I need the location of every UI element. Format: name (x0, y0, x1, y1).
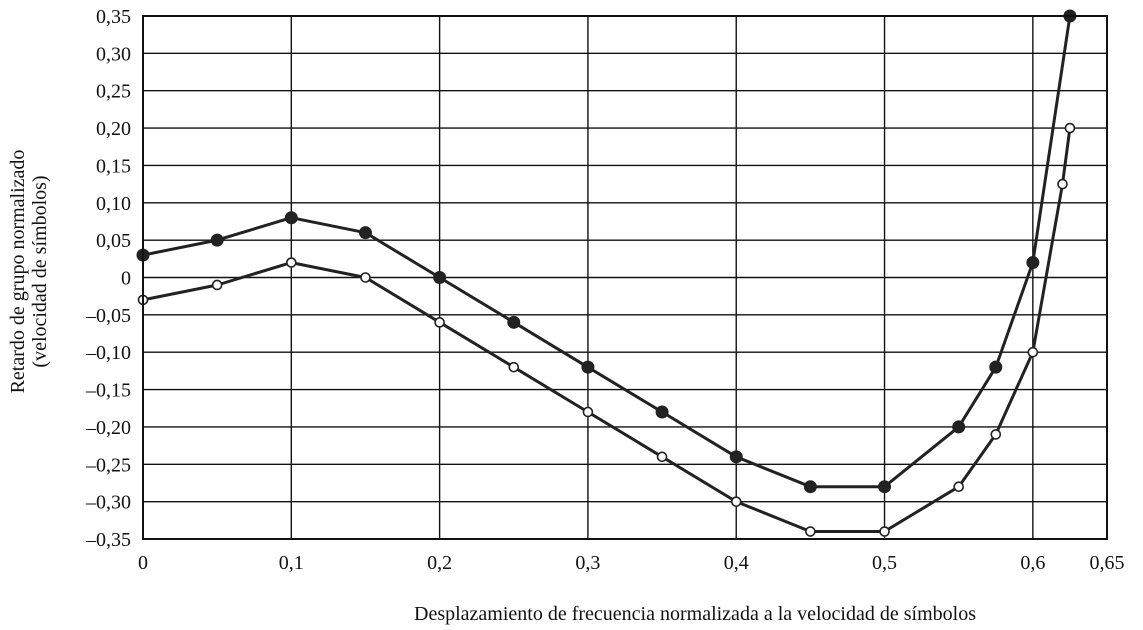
y-tick-label: –0,15 (85, 380, 131, 402)
grid-lines (143, 16, 1107, 539)
y-tick-label: –0,20 (85, 417, 131, 439)
y-tick-label: –0,25 (85, 454, 131, 476)
y-tick-label: 0,35 (96, 6, 131, 28)
data-point (508, 361, 520, 373)
plot-frame (142, 15, 1108, 540)
data-point (803, 480, 817, 494)
data-point (1057, 178, 1068, 190)
data-point (656, 451, 668, 463)
x-tick-label: 0,5 (872, 552, 897, 574)
data-point (433, 271, 447, 284)
data-point (434, 317, 445, 328)
x-tick-label: 0,3 (575, 552, 600, 574)
x-axis-label: Desplazamiento de frecuencia normalizada… (414, 603, 976, 625)
data-point (805, 526, 816, 537)
data-point (953, 481, 964, 493)
y-tick-label: 0,05 (96, 230, 131, 252)
y-tick-label: 0,25 (96, 81, 131, 103)
y-tick-label: 0,20 (96, 118, 131, 140)
x-tick-label: 0,2 (427, 552, 452, 574)
data-point (284, 211, 298, 225)
y-tick-label: 0,15 (96, 155, 131, 177)
y-tick-label: 0,30 (96, 43, 131, 65)
y-tick-label: –0,10 (85, 342, 131, 364)
data-point (581, 360, 595, 374)
y-tick-label: –0,05 (85, 305, 131, 327)
data-point (582, 406, 594, 418)
x-tick-label: 0,4 (724, 552, 749, 574)
series-filled-markers (136, 9, 1077, 494)
data-point (1026, 256, 1040, 270)
y-tick-label: 0,10 (96, 193, 131, 215)
series-layer (136, 9, 1077, 537)
series-open-markers (137, 122, 1076, 537)
data-point (655, 405, 669, 419)
x-tick-label: 0 (138, 552, 148, 574)
data-point (210, 233, 224, 247)
x-tick-label: 0,6 (1020, 552, 1045, 574)
data-point (729, 450, 743, 464)
x-tick-labels: 0 0,1 0,2 0,3 0,4 0,5 0,6 0,65 (138, 552, 1125, 574)
y-tick-label: –0,35 (85, 529, 131, 551)
data-point (286, 257, 297, 268)
x-tick-label: 0,65 (1090, 552, 1125, 574)
y-tick-label: –0,30 (85, 492, 131, 514)
data-point (1064, 122, 1076, 134)
data-point (989, 360, 1003, 374)
data-point (360, 272, 371, 283)
series-line (142, 15, 1072, 489)
y-tick-labels: 0,35 0,30 0,25 0,20 0,15 0,10 0,05 0 –0,05 –0,10 –… (85, 6, 131, 551)
y-axis-label-line2: (velocidad de símbolos) (29, 175, 51, 367)
x-tick-label: 0,1 (279, 552, 304, 574)
data-point (1027, 346, 1039, 358)
data-point (879, 526, 890, 537)
data-point (878, 480, 892, 494)
data-point (358, 226, 372, 240)
data-point (730, 496, 742, 507)
y-axis-label-line1: Retardo de grupo normalizado (7, 150, 29, 394)
data-point (952, 420, 966, 434)
data-point (211, 279, 223, 291)
data-point (507, 315, 521, 329)
data-point (990, 429, 1002, 440)
series-line (142, 127, 1072, 533)
y-tick-label: 0 (121, 268, 131, 290)
